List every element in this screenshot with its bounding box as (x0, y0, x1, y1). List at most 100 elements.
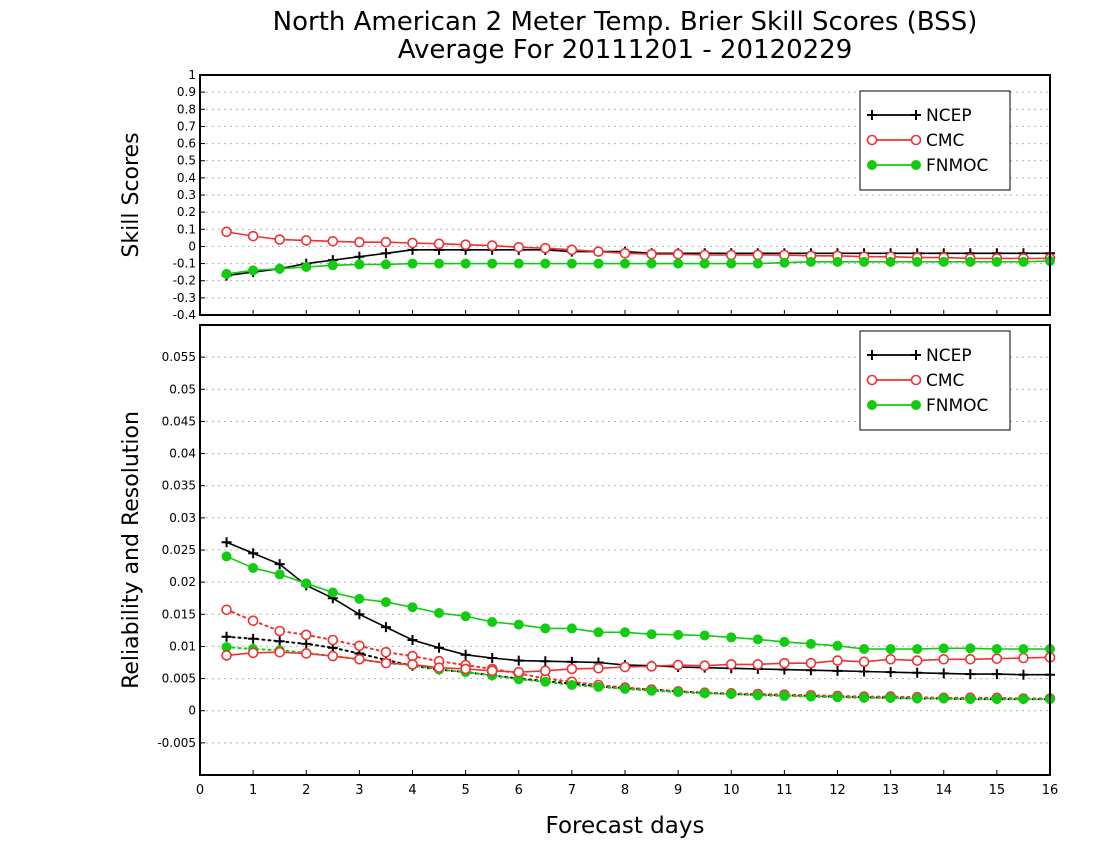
data-point (354, 259, 365, 270)
data-point (726, 689, 737, 699)
data-point (965, 256, 976, 267)
data-point (327, 634, 339, 646)
x-tick-label: 12 (829, 783, 846, 798)
data-point (938, 653, 950, 665)
data-point (354, 236, 365, 248)
data-point (274, 625, 285, 637)
data-point (699, 249, 710, 261)
data-point (991, 694, 1002, 705)
data-point (620, 627, 630, 638)
data-point (1018, 644, 1029, 654)
data-point (540, 242, 551, 254)
legend-marker (867, 160, 877, 170)
data-point (1018, 256, 1029, 267)
data-point (487, 653, 498, 663)
data-point (725, 249, 737, 261)
y-tick-label: 0.015 (162, 607, 196, 621)
data-point (354, 609, 365, 620)
data-point (620, 258, 630, 269)
data-point (513, 258, 524, 269)
x-tick-label: 15 (989, 783, 1006, 798)
data-point (620, 683, 630, 694)
data-point (274, 559, 285, 570)
data-point (752, 659, 764, 670)
data-point (1018, 694, 1029, 705)
y-tick-label: 0.6 (177, 137, 196, 151)
data-point (832, 256, 843, 267)
y-tick-label: 0.02 (169, 575, 196, 589)
data-point (726, 632, 737, 643)
data-point (460, 611, 471, 622)
data-point (434, 642, 445, 653)
data-point (646, 258, 657, 269)
data-point (991, 644, 1002, 654)
y-tick-label: 0.025 (162, 543, 196, 557)
data-point (779, 636, 790, 647)
data-point (221, 650, 232, 661)
x-tick-label: 4 (408, 783, 416, 798)
y-tick-label: 0.3 (177, 188, 196, 202)
data-point (540, 676, 551, 687)
data-point (380, 646, 392, 658)
data-point (460, 258, 471, 269)
legend-marker (866, 134, 878, 146)
data-point (912, 256, 923, 267)
data-point (593, 627, 604, 638)
y-tick-label: 1 (188, 68, 196, 82)
x-tick-label: 8 (621, 783, 629, 798)
data-point (327, 260, 338, 271)
y-tick-label: 0.05 (169, 382, 196, 396)
data-point (247, 615, 259, 627)
legend-label: CMC (926, 131, 964, 151)
legend-marker (910, 134, 922, 146)
data-point (938, 256, 949, 267)
data-point (938, 693, 949, 704)
data-point (646, 685, 657, 696)
legend-marker (867, 350, 877, 360)
y-tick-label: 0.9 (177, 85, 196, 99)
data-point (885, 692, 896, 703)
data-point (221, 604, 232, 616)
data-point (672, 248, 684, 260)
legend-label: CMC (926, 371, 964, 391)
data-point (805, 638, 816, 649)
y-axis-label: Reliability and Resolution (119, 411, 144, 689)
data-point (673, 629, 684, 640)
x-tick-label: 0 (196, 783, 204, 798)
data-point (832, 655, 843, 666)
data-point (407, 659, 418, 670)
y-tick-label: 0.035 (162, 479, 196, 493)
data-point (619, 247, 631, 259)
data-point (805, 657, 817, 669)
y-tick-label: 0.04 (169, 447, 196, 461)
data-point (221, 537, 232, 548)
y-tick-label: -0.4 (173, 308, 196, 322)
y-tick-label: -0.2 (173, 274, 196, 288)
data-point (805, 691, 816, 702)
data-point (965, 694, 976, 705)
y-tick-label: 0.5 (177, 154, 196, 168)
data-point (752, 258, 763, 269)
data-point (513, 241, 525, 253)
x-tick-label: 3 (355, 783, 363, 798)
data-point (433, 238, 445, 250)
y-tick-label: -0.005 (157, 736, 196, 750)
x-tick-label: 10 (723, 783, 740, 798)
y-axis-label: Skill Scores (119, 132, 144, 257)
data-point (965, 669, 976, 680)
data-point (460, 239, 471, 251)
y-tick-label: 0 (188, 239, 196, 253)
legend-label: FNMOC (926, 396, 988, 416)
plot-frame (199, 324, 1051, 776)
x-tick-label: 6 (515, 783, 523, 798)
data-point (646, 661, 657, 672)
y-tick-label: 0.01 (169, 639, 196, 653)
chart-title-line2: Average For 20111201 - 20120229 (398, 35, 853, 65)
y-tick-label: 0.7 (177, 119, 196, 133)
data-point (805, 256, 816, 267)
x-tick-label: 9 (674, 783, 682, 798)
data-point (301, 262, 312, 272)
data-point (327, 587, 338, 598)
legend-marker (911, 400, 921, 410)
data-point (301, 578, 312, 589)
